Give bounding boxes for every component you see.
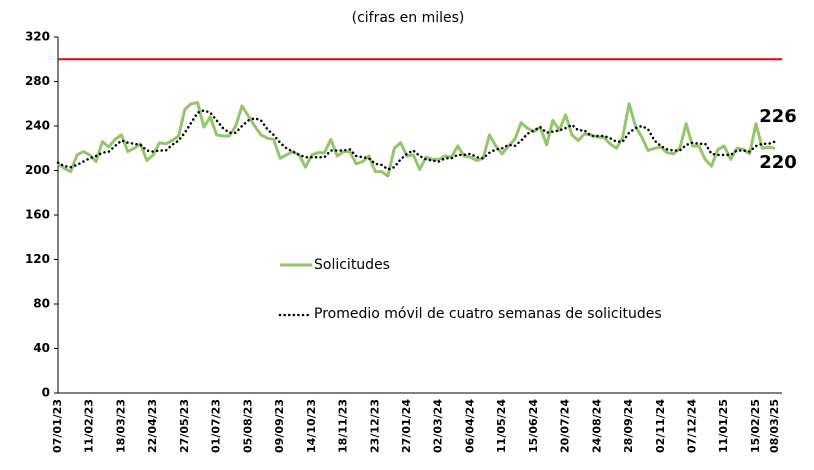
- chart-title: (cifras en miles): [352, 10, 465, 26]
- y-tick-label: 200: [25, 163, 50, 177]
- series-line: [57, 101, 776, 178]
- x-tick-label: 11/01/25: [717, 399, 730, 453]
- y-tick-label: 80: [33, 297, 50, 311]
- x-tick-label: 07/01/23: [51, 399, 64, 453]
- x-tick-label: 06/04/24: [463, 399, 476, 453]
- x-tick-label: 02/11/24: [654, 399, 667, 453]
- legend-label: Promedio móvil de cuatro semanas de soli…: [314, 306, 662, 322]
- x-tick-label: 09/09/23: [273, 399, 286, 453]
- x-tick-label: 27/05/23: [178, 399, 191, 453]
- x-tick-label: 15/06/24: [527, 399, 540, 453]
- x-tick-label: 20/07/24: [559, 399, 572, 453]
- x-tick-label: 24/08/24: [590, 399, 603, 453]
- x-tick-label: 01/07/23: [210, 399, 223, 453]
- x-tick-label: 11/05/24: [495, 399, 508, 453]
- x-tick-label: 27/01/24: [400, 399, 413, 453]
- y-tick-label: 120: [25, 252, 50, 266]
- x-tick-label: 11/02/23: [83, 399, 96, 453]
- series-line: [56, 109, 777, 171]
- x-tick-label: 15/02/25: [749, 399, 762, 453]
- y-tick-label: 40: [33, 341, 50, 355]
- x-tick-label: 22/04/23: [146, 399, 159, 453]
- x-tick-label: 28/09/24: [622, 399, 635, 453]
- x-tick-label: 23/12/23: [368, 399, 381, 453]
- x-tick-label: 08/03/25: [768, 399, 781, 453]
- y-tick-label: 280: [25, 74, 50, 88]
- x-tick-label: 18/11/23: [337, 399, 350, 453]
- y-tick-label: 240: [25, 119, 50, 133]
- data-label: 226: [759, 106, 797, 127]
- y-tick-label: 320: [25, 30, 50, 44]
- y-tick-label: 160: [25, 208, 50, 222]
- x-tick-label: 02/03/24: [432, 399, 445, 453]
- x-tick-label: 18/03/23: [114, 399, 127, 453]
- legend-label: Solicitudes: [314, 257, 390, 273]
- x-tick-label: 14/10/23: [305, 399, 318, 453]
- y-tick-label: 0: [42, 386, 50, 400]
- x-tick-label: 07/12/24: [686, 399, 699, 453]
- x-tick-label: 05/08/23: [241, 399, 254, 453]
- data-label: 220: [759, 152, 797, 173]
